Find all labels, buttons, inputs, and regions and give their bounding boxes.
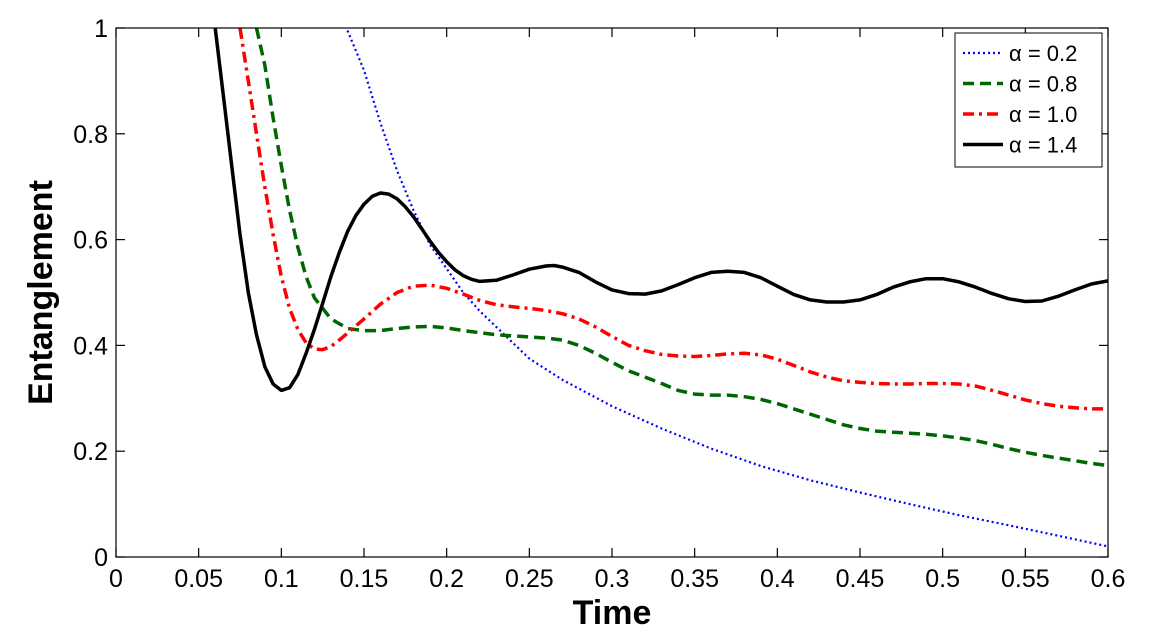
x-tick-label: 0.2	[429, 565, 464, 593]
y-tick-label: 0	[94, 544, 108, 572]
series-line-1	[346, 30, 1108, 548]
x-tick-label: 0.15	[340, 565, 389, 593]
series-line-4	[213, 28, 1108, 393]
y-tick-label: 0.4	[73, 332, 108, 360]
x-axis-title: Time	[573, 594, 652, 632]
legend: α = 0.2 α = 0.8 α = 1.0 α = 1.4	[954, 32, 1103, 168]
y-axis-title: Entanglement	[22, 180, 60, 405]
x-tick-label: 0.1	[264, 565, 299, 593]
legend-label-2: α = 0.8	[1009, 72, 1077, 97]
x-tick-label: 0	[109, 565, 123, 593]
x-tick-label: 0.25	[505, 565, 554, 593]
x-tick-label: 0.35	[670, 565, 719, 593]
y-tick-label: 0.8	[73, 121, 108, 149]
y-tick-label: 0.6	[73, 227, 108, 255]
x-tick-label: 0.4	[760, 565, 795, 593]
x-tick-label: 0.45	[836, 565, 885, 593]
x-tick-label: 0.6	[1091, 565, 1126, 593]
x-tick-label: 0.05	[174, 565, 223, 593]
series-line-3	[238, 28, 1108, 411]
y-tick-label: 0.2	[73, 438, 108, 466]
axis-ticks: 0 0.05 0.1 0.15 0.2 0.25 0.3 0.35 0.4 0.45 0.5 0.55…	[73, 15, 1125, 593]
legend-label-3: α = 1.0	[1009, 102, 1077, 127]
x-tick-label: 0.55	[1001, 565, 1050, 593]
y-tick-label: 1	[94, 15, 108, 43]
legend-label-4: α = 1.4	[1009, 133, 1077, 158]
x-tick-label: 0.5	[925, 565, 960, 593]
x-tick-label: 0.3	[595, 565, 630, 593]
legend-label-1: α = 0.2	[1009, 41, 1077, 66]
series-layer	[213, 28, 1108, 548]
